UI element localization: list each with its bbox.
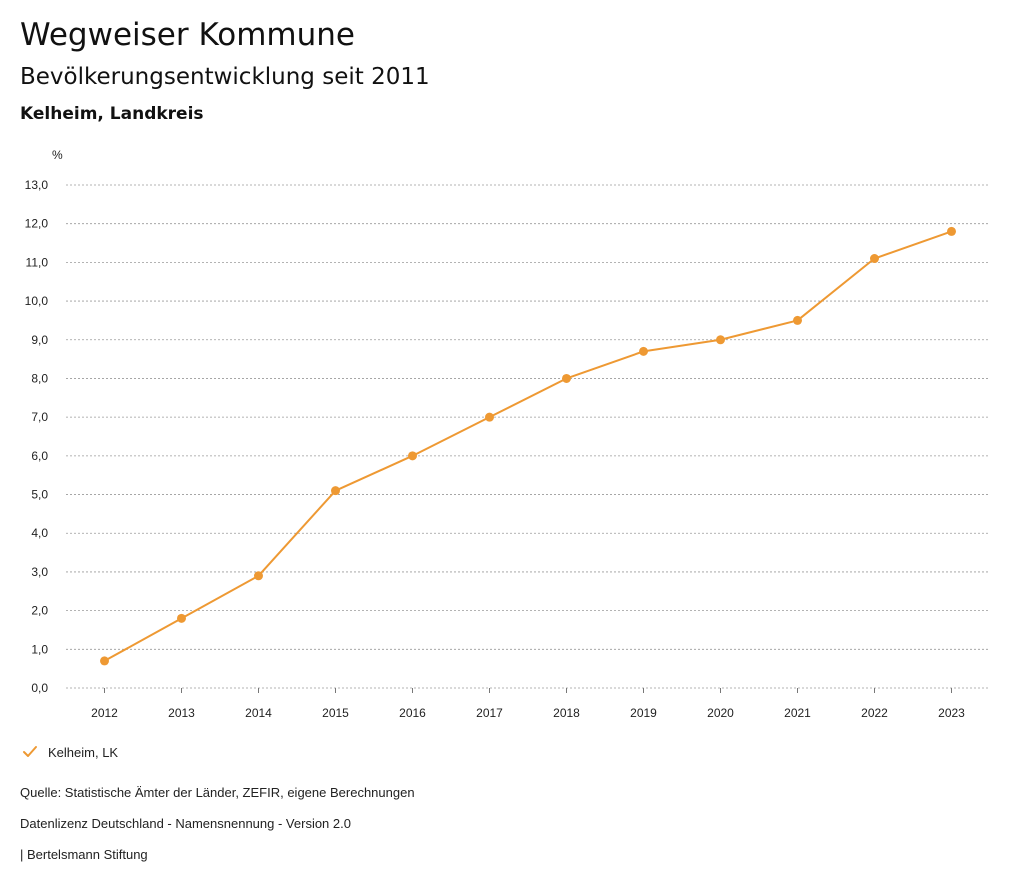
data-point xyxy=(485,412,494,422)
data-point xyxy=(793,315,802,325)
x-tick-label: 2014 xyxy=(245,706,272,720)
x-tick-label: 2023 xyxy=(938,706,965,720)
x-tick-label: 2022 xyxy=(861,706,888,720)
x-tick-label: 2018 xyxy=(553,706,580,720)
x-tick-label: 2020 xyxy=(707,706,734,720)
y-tick-label: 12,0 xyxy=(25,217,49,231)
x-tick-label: 2013 xyxy=(168,706,195,720)
x-tick-label: 2021 xyxy=(784,706,811,720)
y-axis-label: % xyxy=(52,148,63,162)
x-tick-label: 2016 xyxy=(399,706,426,720)
region-name: Kelheim, Landkreis xyxy=(20,104,204,124)
x-tick-label: 2017 xyxy=(476,706,503,720)
data-point xyxy=(639,346,648,356)
data-point xyxy=(870,254,879,264)
y-tick-label: 0,0 xyxy=(31,681,48,695)
y-tick-label: 7,0 xyxy=(31,410,48,424)
data-point xyxy=(331,486,340,496)
brand-note: | Bertelsmann Stiftung xyxy=(20,847,148,862)
y-tick-label: 2,0 xyxy=(31,604,48,618)
checkmark-icon xyxy=(23,746,37,757)
data-point xyxy=(408,451,417,461)
page-title: Wegweiser Kommune xyxy=(20,17,355,53)
chart-legend[interactable]: Kelheim, LK xyxy=(22,744,118,760)
data-point xyxy=(177,613,186,623)
y-tick-label: 8,0 xyxy=(31,371,48,385)
data-point xyxy=(562,373,571,383)
y-tick-label: 1,0 xyxy=(31,642,48,656)
y-tick-label: 11,0 xyxy=(26,255,49,269)
y-tick-label: 13,0 xyxy=(25,178,49,192)
y-tick-label: 4,0 xyxy=(31,526,48,540)
x-tick-label: 2012 xyxy=(91,706,118,720)
data-point xyxy=(254,571,263,581)
line-chart: % 0,0 1,0 2,0 3,0 4,0 5,0 6,0 7,0 8,0 9,0 10,0 11,0 1… xyxy=(25,148,990,720)
y-tick-label: 9,0 xyxy=(31,333,48,347)
source-note: Quelle: Statistische Ämter der Länder, Z… xyxy=(20,785,415,800)
series-line xyxy=(104,230,952,662)
legend-label: Kelheim, LK xyxy=(48,744,119,760)
y-tick-label: 3,0 xyxy=(31,565,48,579)
data-point xyxy=(716,335,725,345)
x-tick-label: 2015 xyxy=(322,706,349,720)
y-tick-label: 6,0 xyxy=(31,449,48,463)
license-note: Datenlizenz Deutschland - Namensnennung … xyxy=(20,816,351,831)
y-tick-label: 10,0 xyxy=(25,294,49,308)
chart-subtitle: Bevölkerungsentwicklung seit 2011 xyxy=(20,64,430,90)
x-tick-label: 2019 xyxy=(630,706,657,720)
y-tick-label: 5,0 xyxy=(31,488,48,502)
data-point xyxy=(100,656,109,666)
data-point xyxy=(947,226,956,236)
